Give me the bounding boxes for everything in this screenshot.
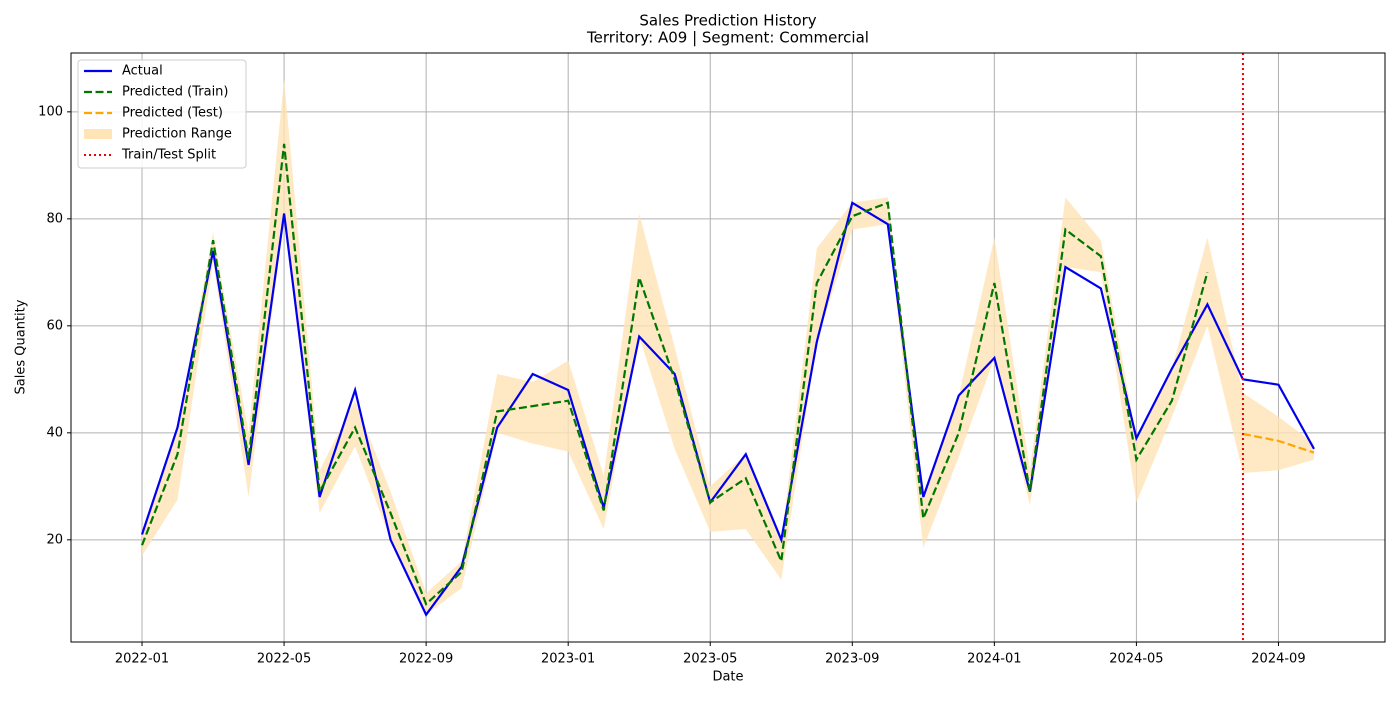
legend-label: Predicted (Train): [122, 85, 229, 100]
x-axis-label: Date: [712, 670, 743, 685]
plot-frame: [70, 52, 1386, 643]
x-tick-label: 2024-01: [967, 652, 1021, 667]
chart-title: Sales Prediction History: [639, 12, 816, 30]
legend-box: [77, 59, 247, 169]
chart-subtitle: Territory: A09 | Segment: Commercial: [586, 29, 869, 47]
y-tick-label: 60: [46, 318, 63, 333]
legend-label: Train/Test Split: [121, 148, 216, 163]
y-tick-label: 40: [46, 425, 63, 440]
legend-label: Predicted (Test): [122, 106, 223, 121]
y-tick-label: 80: [46, 211, 63, 226]
legend-label: Prediction Range: [122, 127, 232, 142]
x-tick-label: 2022-09: [399, 652, 453, 667]
series-line: [140, 201, 1315, 617]
series-line: [140, 143, 1209, 606]
legend-swatch: [84, 129, 112, 139]
prediction-range: [142, 79, 1314, 615]
x-tick-label: 2024-05: [1109, 652, 1163, 667]
x-tick-label: 2023-09: [825, 652, 879, 667]
y-tick-label: 20: [46, 532, 63, 547]
series-line: [1242, 432, 1315, 454]
x-tick-label: 2022-01: [115, 652, 169, 667]
x-tick-label: 2023-01: [541, 652, 595, 667]
x-tick-label: 2023-05: [683, 652, 737, 667]
legend-label: Actual: [122, 64, 163, 79]
y-axis-label: Sales Quantity: [14, 299, 29, 394]
x-tick-label: 2022-05: [257, 652, 311, 667]
y-tick-label: 100: [38, 104, 63, 119]
x-tick-label: 2024-09: [1251, 652, 1305, 667]
